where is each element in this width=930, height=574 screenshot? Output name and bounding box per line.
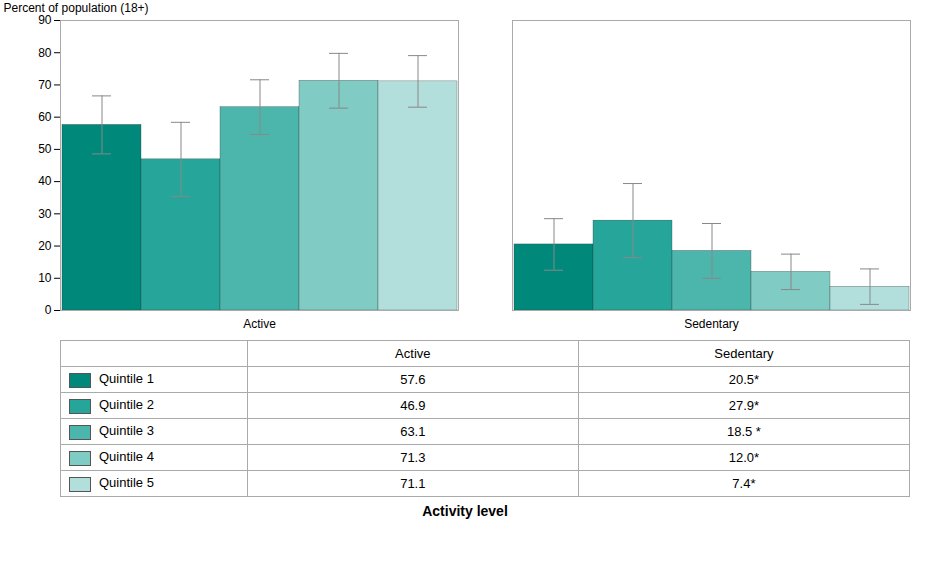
html-text:12.0*: 12.0* (728, 450, 760, 465)
html-text:63.1: 63.1 (400, 424, 426, 439)
html-text:20.5*: 20.5* (728, 372, 760, 387)
svg-text:Sedentary: Sedentary (684, 317, 739, 331)
svg-text:50: 50 (38, 142, 52, 156)
html-text:71.3: 71.3 (400, 450, 426, 465)
html-text:Active: Active (395, 346, 431, 361)
html-text:Quintile 2: Quintile 2 (99, 397, 154, 413)
html-text:Sedentary: Sedentary (714, 346, 774, 361)
svg-text:90: 90 (38, 13, 52, 27)
html-text:27.9*: 27.9* (728, 398, 760, 413)
svg-text:10: 10 (38, 271, 52, 285)
svg-text:40: 40 (38, 174, 52, 188)
svg-text:60: 60 (38, 110, 52, 124)
svg-text:Percent of population (18+): Percent of population (18+) (4, 1, 149, 15)
html-text:Quintile 3: Quintile 3 (99, 423, 154, 439)
html-text:Activity level: Activity level (422, 503, 508, 519)
html-text:71.1: 71.1 (400, 476, 426, 491)
html-text:57.6: 57.6 (400, 372, 426, 387)
html-text:46.9: 46.9 (400, 398, 426, 413)
svg-text:Active: Active (243, 317, 276, 331)
html-text:18.5 *: 18.5 * (726, 424, 761, 439)
html-text:Quintile 5: Quintile 5 (99, 475, 154, 491)
svg-text:20: 20 (38, 239, 52, 253)
svg-text:80: 80 (38, 46, 52, 60)
html-text:7.4*: 7.4* (732, 476, 756, 491)
html-text:Quintile 1: Quintile 1 (99, 371, 154, 387)
svg-text:0: 0 (45, 303, 52, 317)
svg-text:70: 70 (38, 78, 52, 92)
svg-text:30: 30 (38, 207, 52, 221)
html-text:Quintile 4: Quintile 4 (99, 449, 154, 465)
